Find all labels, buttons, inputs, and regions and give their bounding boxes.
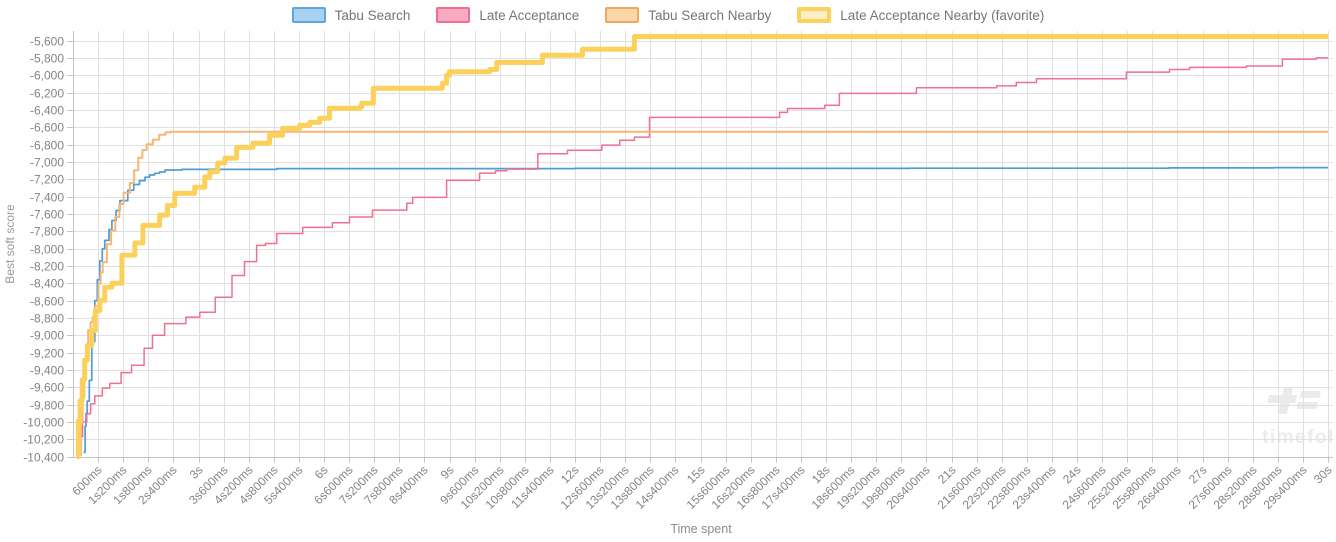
x-tick-label: 3s xyxy=(187,463,206,482)
y-tick-label: -8,400 xyxy=(30,277,64,291)
x-tick-label: 9s xyxy=(438,463,457,482)
timefold-watermark-text: timefold xyxy=(1262,427,1336,448)
x-axis-title: Time spent xyxy=(670,522,732,536)
y-tick-label: -9,000 xyxy=(30,329,64,343)
legend-swatch-tabu-search xyxy=(291,7,326,23)
y-tick-label: -7,800 xyxy=(30,225,64,239)
y-tick-label: -8,000 xyxy=(30,243,64,257)
y-tick-label: -9,600 xyxy=(30,381,64,395)
y-tick-label: -5,600 xyxy=(30,35,64,49)
y-tick-label: -10,200 xyxy=(23,433,64,447)
y-tick-label: -6,400 xyxy=(30,104,64,118)
y-tick-label: -6,800 xyxy=(30,139,64,153)
y-tick-label: -8,600 xyxy=(30,295,64,309)
y-tick-label: -8,800 xyxy=(30,312,64,326)
y-tick-label: -8,200 xyxy=(30,260,64,274)
y-tick-label: -5,800 xyxy=(30,52,64,66)
legend: Tabu Search Late Acceptance Tabu Search … xyxy=(0,7,1336,23)
x-tick-label: 30s xyxy=(1311,463,1335,487)
legend-label: Tabu Search xyxy=(334,7,411,23)
legend-swatch-late-acceptance-nearby-favorite xyxy=(797,7,832,23)
y-tick-label: -6,200 xyxy=(30,87,64,101)
series-line-late-acceptance xyxy=(77,57,1328,458)
series-line-tabu-search xyxy=(83,166,1328,454)
legend-label: Tabu Search Nearby xyxy=(648,7,772,23)
series-line-late-acceptance-nearby-favorite xyxy=(75,34,1328,460)
y-tick-label: -7,600 xyxy=(30,208,64,222)
y-tick-label: -9,200 xyxy=(30,347,64,361)
y-axis-title: Best soft score xyxy=(3,204,17,284)
y-tick-label: -10,400 xyxy=(23,451,64,465)
y-tick-label: -7,400 xyxy=(30,191,64,205)
y-tick-label: -7,200 xyxy=(30,173,64,187)
legend-item-late-acceptance[interactable]: Late Acceptance xyxy=(436,7,579,23)
legend-swatch-late-acceptance xyxy=(436,7,471,23)
legend-label: Late Acceptance Nearby (favorite) xyxy=(840,7,1045,23)
y-tick-label: -10,000 xyxy=(23,416,64,430)
timefold-logo-icon xyxy=(1299,391,1321,398)
legend-swatch-tabu-search-nearby xyxy=(605,7,640,23)
y-tick-label: -9,800 xyxy=(30,399,64,413)
legend-item-late-acceptance-nearby-favorite[interactable]: Late Acceptance Nearby (favorite) xyxy=(797,7,1044,23)
legend-label: Late Acceptance xyxy=(479,7,580,23)
series-line-tabu-search-nearby xyxy=(79,130,1328,456)
y-tick-label: -7,000 xyxy=(30,156,64,170)
x-tick-label: 6s xyxy=(312,463,331,482)
y-tick-label: -9,400 xyxy=(30,364,64,378)
y-tick-label: -6,600 xyxy=(30,121,64,135)
timefold-logo-icon xyxy=(1267,395,1297,403)
legend-item-tabu-search[interactable]: Tabu Search xyxy=(291,7,411,23)
y-tick-label: -6,000 xyxy=(30,69,64,83)
legend-item-tabu-search-nearby[interactable]: Tabu Search Nearby xyxy=(605,7,771,23)
